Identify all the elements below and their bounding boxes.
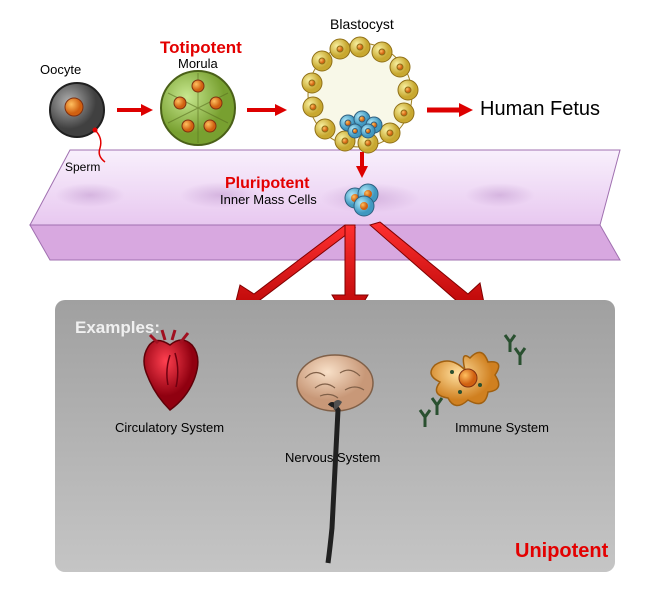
arrow-blastocyst-down (352, 150, 372, 180)
pluripotent-label: Pluripotent (225, 175, 309, 193)
heart-icon (120, 325, 220, 425)
oocyte-label: Oocyte (40, 62, 81, 77)
morula-cell (158, 68, 238, 148)
sperm-label: Sperm (65, 160, 100, 174)
arrow-morula-blastocyst (245, 100, 290, 120)
circulatory-label: Circulatory System (115, 420, 224, 435)
totipotent-label: Totipotent (160, 38, 242, 58)
unipotent-label: Unipotent (515, 540, 608, 563)
morula-label: Morula (178, 56, 218, 71)
arrow-oocyte-morula (115, 100, 155, 120)
inner-mass-cells (340, 180, 385, 220)
inner-mass-label: Inner Mass Cells (220, 192, 317, 207)
oocyte-cell (45, 80, 115, 170)
blastocyst-cell (300, 35, 420, 165)
blastocyst-label: Blastocyst (330, 16, 394, 32)
arrow-blastocyst-fetus (425, 100, 475, 120)
human-fetus-label: Human Fetus (480, 98, 600, 121)
immune-label: Immune System (455, 420, 549, 435)
immune-icon (410, 320, 530, 430)
nervous-label: Nervous System (285, 450, 380, 465)
